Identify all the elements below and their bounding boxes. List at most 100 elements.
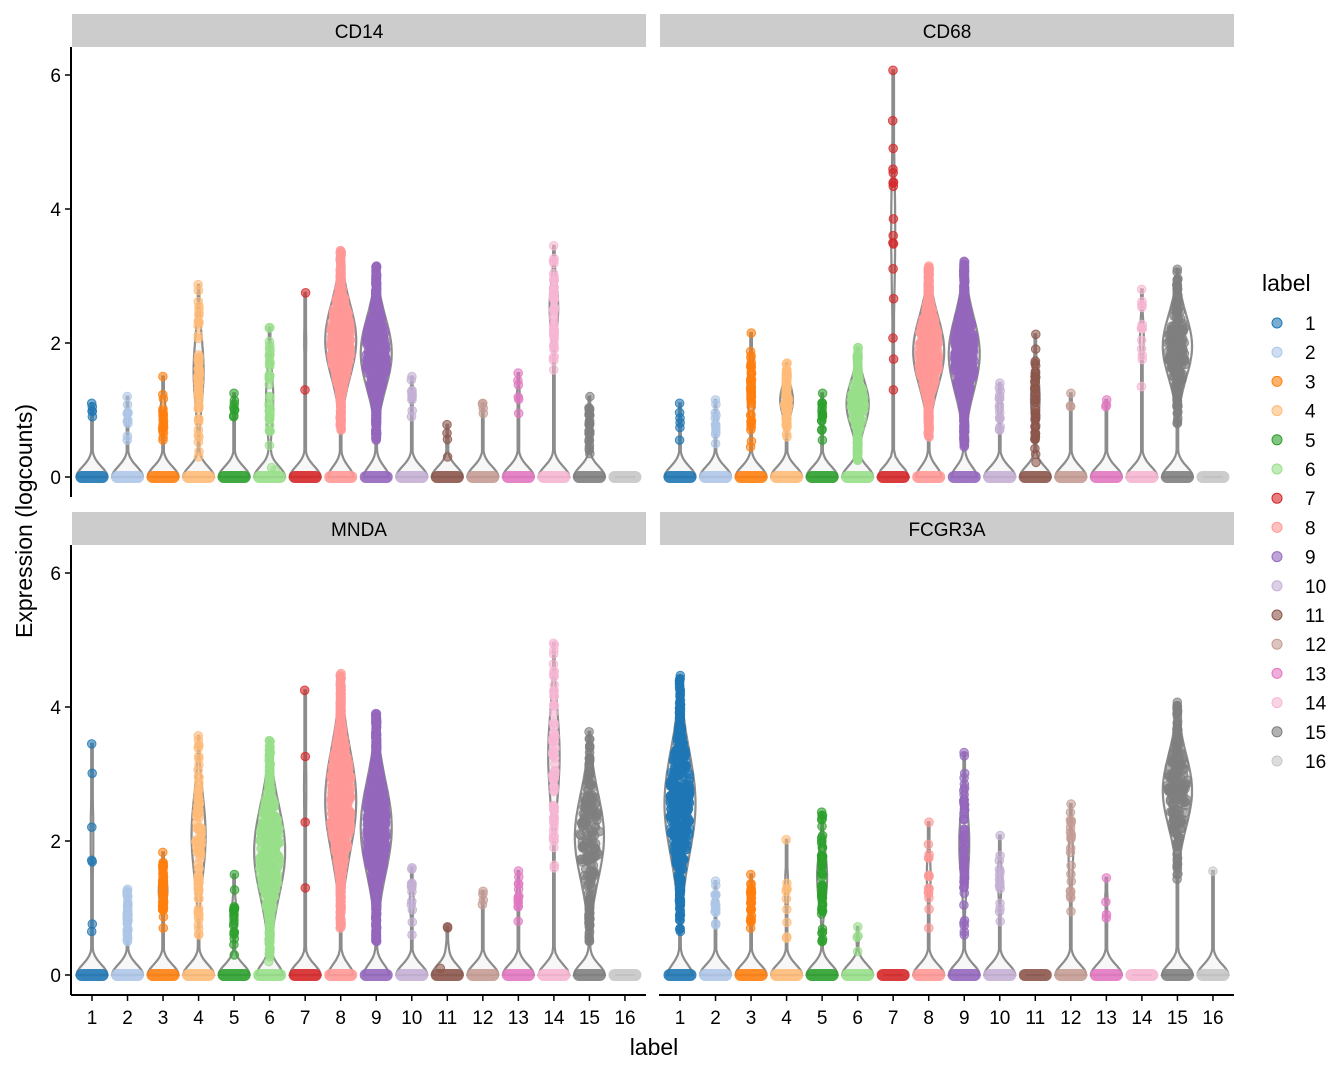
data-point (549, 366, 558, 375)
data-point (1168, 344, 1177, 353)
zero-points (948, 471, 981, 483)
data-point (953, 323, 962, 332)
data-point (336, 309, 345, 318)
data-point (331, 795, 340, 804)
cluster-3 (147, 372, 180, 483)
zero-points (502, 471, 535, 483)
cluster-4 (182, 280, 215, 483)
data-point (747, 395, 756, 404)
cluster-16 (608, 471, 641, 483)
data-point (88, 407, 97, 416)
data-point (1031, 414, 1040, 423)
cluster-11 (431, 420, 464, 483)
data-point (123, 392, 132, 401)
cluster-13 (1090, 396, 1123, 483)
violin (878, 70, 909, 477)
data-point (960, 339, 969, 348)
data-point (1177, 339, 1186, 348)
data-point (747, 418, 756, 427)
data-point (1031, 372, 1040, 381)
data-point (407, 376, 416, 385)
data-point (371, 298, 380, 307)
cluster-6 (841, 343, 874, 483)
data-point (195, 799, 204, 808)
data-point (266, 760, 275, 769)
zero-points (983, 471, 1016, 483)
data-point (300, 686, 309, 695)
data-point (917, 363, 926, 372)
data-point (675, 399, 684, 408)
data-point (194, 351, 203, 360)
data-point (889, 355, 898, 364)
data-point (367, 381, 376, 390)
data-point (194, 930, 203, 939)
zero-points (431, 471, 464, 483)
data-point (230, 400, 239, 409)
data-point (265, 944, 274, 953)
data-point (267, 463, 276, 472)
data-point (339, 812, 348, 821)
zero-points (1019, 471, 1052, 483)
data-point (1137, 323, 1146, 332)
zero-points (699, 471, 732, 483)
violin (290, 690, 321, 975)
data-point (123, 912, 132, 921)
data-point (960, 437, 969, 446)
data-point (301, 884, 310, 893)
data-point (158, 862, 167, 871)
data-point (88, 823, 97, 832)
data-point (408, 393, 417, 402)
data-point (337, 673, 346, 682)
data-point (1031, 432, 1040, 441)
data-point (960, 416, 969, 425)
y-axis-title: Expression (logcounts) (11, 404, 37, 638)
zero-points (664, 471, 697, 483)
data-point (443, 429, 452, 438)
data-point (376, 329, 385, 338)
data-point (273, 815, 282, 824)
data-point (959, 373, 968, 382)
data-point (346, 322, 355, 331)
zero-points (76, 471, 109, 483)
data-point (549, 321, 558, 330)
data-point (195, 910, 204, 919)
data-point (889, 334, 898, 343)
data-point (230, 951, 239, 960)
data-point (1067, 389, 1076, 398)
data-point (274, 862, 283, 871)
data-point (275, 838, 284, 847)
data-point (853, 439, 862, 448)
cluster-1 (664, 399, 697, 483)
cluster-8 (912, 262, 945, 483)
data-point (337, 400, 346, 409)
data-point (960, 285, 969, 294)
cluster-7 (289, 686, 322, 981)
data-point (1031, 398, 1040, 407)
data-point (995, 383, 1004, 392)
data-point (368, 370, 377, 379)
data-point (549, 242, 558, 251)
data-point (950, 353, 959, 362)
cluster-9 (948, 257, 981, 483)
legend-title: label (1262, 270, 1311, 296)
data-point (230, 940, 239, 949)
data-point (960, 428, 969, 437)
data-point (265, 362, 274, 371)
data-point (889, 294, 898, 303)
data-point (851, 413, 860, 422)
cluster-2 (699, 396, 732, 483)
data-point (889, 179, 898, 188)
data-point (1137, 336, 1146, 345)
data-point (194, 379, 203, 388)
data-point (332, 804, 341, 813)
cluster-15 (573, 392, 606, 483)
data-point (1173, 332, 1182, 341)
data-point (335, 377, 344, 386)
zero-points (1196, 471, 1229, 483)
data-point (585, 446, 594, 455)
data-point (995, 404, 1004, 413)
data-point (1172, 313, 1181, 322)
data-point (585, 410, 594, 419)
